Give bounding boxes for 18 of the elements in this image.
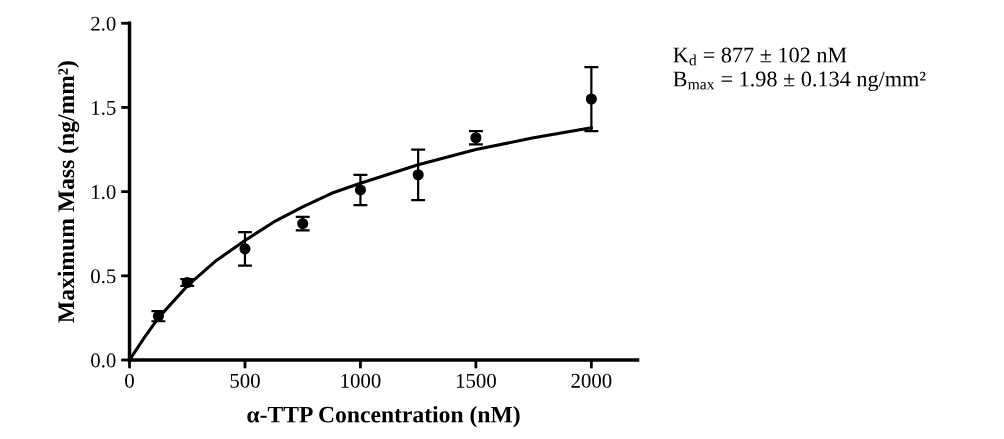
- x-tick-label: 1500: [456, 373, 496, 388]
- text: B$_{max}$ = 1.98 ± 0.134 ng/mm²: [673, 71, 926, 92]
- y-tick-label: 0.5: [91, 269, 116, 284]
- y-axis-title: Maximum Mass (ng/mm²): [57, 61, 80, 323]
- y-tick-label: 1.5: [92, 100, 116, 115]
- y-tick-label: 1.0: [92, 185, 116, 200]
- x-axis-title: α-TTP Concentration (nM): [247, 405, 520, 428]
- text: K$_{d}$ = 877 ± 102 nM: [673, 47, 847, 66]
- x-tick-label: 0: [125, 373, 134, 388]
- point: [412, 169, 424, 181]
- point: [354, 184, 366, 196]
- y-tick-label: 2.0: [91, 16, 116, 31]
- point: [585, 93, 597, 105]
- y-tick-label: 0.0: [91, 353, 116, 368]
- x-tick-label: 2000: [571, 373, 612, 388]
- point: [239, 243, 251, 255]
- x-tick-label: 500: [230, 373, 260, 388]
- x-tick-label: 1000: [341, 373, 381, 388]
